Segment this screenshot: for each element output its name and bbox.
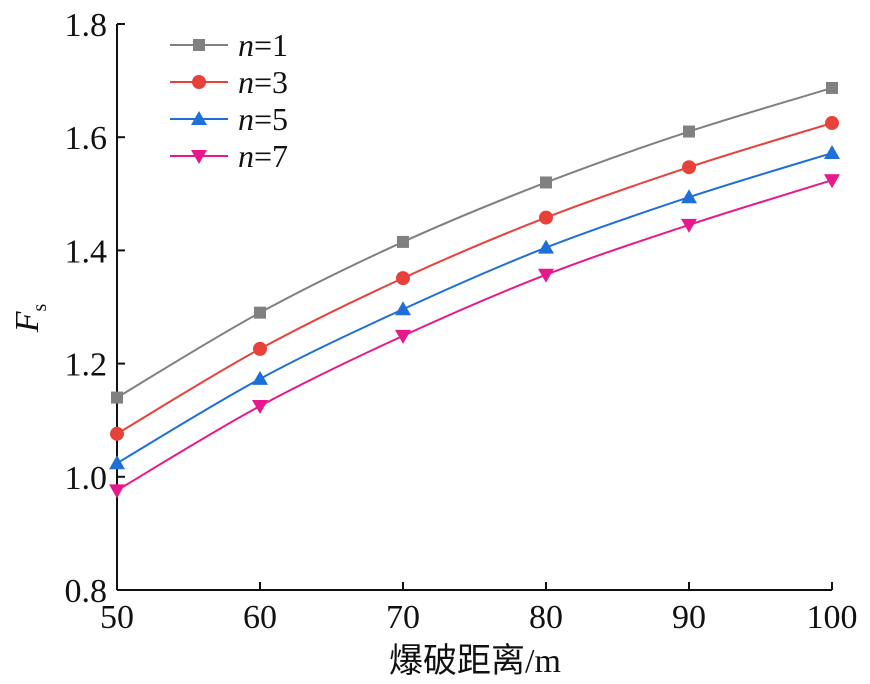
triangle-down-marker [252,400,268,415]
triangle-down-marker [109,484,125,499]
circle-marker [192,75,206,89]
y-axis-label-sub: s [29,304,51,312]
circle-marker [539,210,553,225]
y-tick-label: 1.0 [65,460,108,497]
square-marker [397,235,409,248]
legend-label: n=1 [238,27,288,63]
square-marker [683,125,695,138]
triangle-down-marker [824,174,840,189]
y-tick-label: 0.8 [65,573,108,610]
series-line [116,179,833,492]
x-tick-label: 60 [243,599,277,636]
triangle-down-marker [395,329,411,344]
series-n-7 [109,174,840,499]
legend-item: n=7 [170,138,288,174]
legend-item: n=1 [170,27,288,63]
series-group [109,81,840,499]
y-tick-label: 1.6 [65,120,108,157]
circle-marker [396,271,410,286]
legend-item: n=3 [170,64,288,100]
legend: n=1n=3n=5n=7 [170,27,288,174]
y-axis-label-main: F [9,310,46,333]
circle-marker [682,160,696,175]
x-axis-label: 爆破距离/m [389,642,561,680]
x-tick-label: 70 [386,599,420,636]
square-marker [254,306,266,319]
series-n-5 [109,145,840,470]
triangle-up-marker [191,111,207,125]
circle-marker [253,341,267,356]
triangle-up-marker [252,370,268,385]
svg-text:Fs: Fs [9,304,51,334]
triangle-up-marker [681,189,697,204]
triangle-up-marker [395,301,411,316]
legend-label: n=7 [238,138,288,174]
triangle-up-marker [109,455,125,470]
square-marker [111,391,123,404]
legend-label: n=3 [238,64,288,100]
square-marker [826,81,838,94]
series-line [116,152,833,465]
square-marker [193,39,205,51]
circle-marker [825,116,839,131]
series-line [116,87,833,399]
triangle-down-marker [538,268,554,283]
series-n-1 [111,81,838,404]
axes: 50 60 70 80 90 100 0.8 1.0 1.2 1.4 1.6 1.8 [65,7,858,636]
square-marker [540,176,552,189]
triangle-down-marker [191,150,207,164]
series-n-3 [110,116,839,441]
x-tick-label: 100 [807,599,858,636]
y-tick-label: 1.4 [65,233,108,270]
triangle-up-marker [824,145,840,160]
x-tick-label: 50 [100,599,134,636]
y-tick-label: 1.8 [65,7,108,44]
triangle-up-marker [538,239,554,254]
circle-marker [110,426,124,441]
series-line [116,122,833,435]
legend-item: n=5 [170,101,288,137]
legend-label: n=5 [238,101,288,137]
triangle-down-marker [681,218,697,233]
x-tick-label: 80 [529,599,563,636]
y-tick-label: 1.2 [65,347,108,384]
y-axis-label: Fs [9,304,51,334]
x-tick-label: 90 [672,599,706,636]
